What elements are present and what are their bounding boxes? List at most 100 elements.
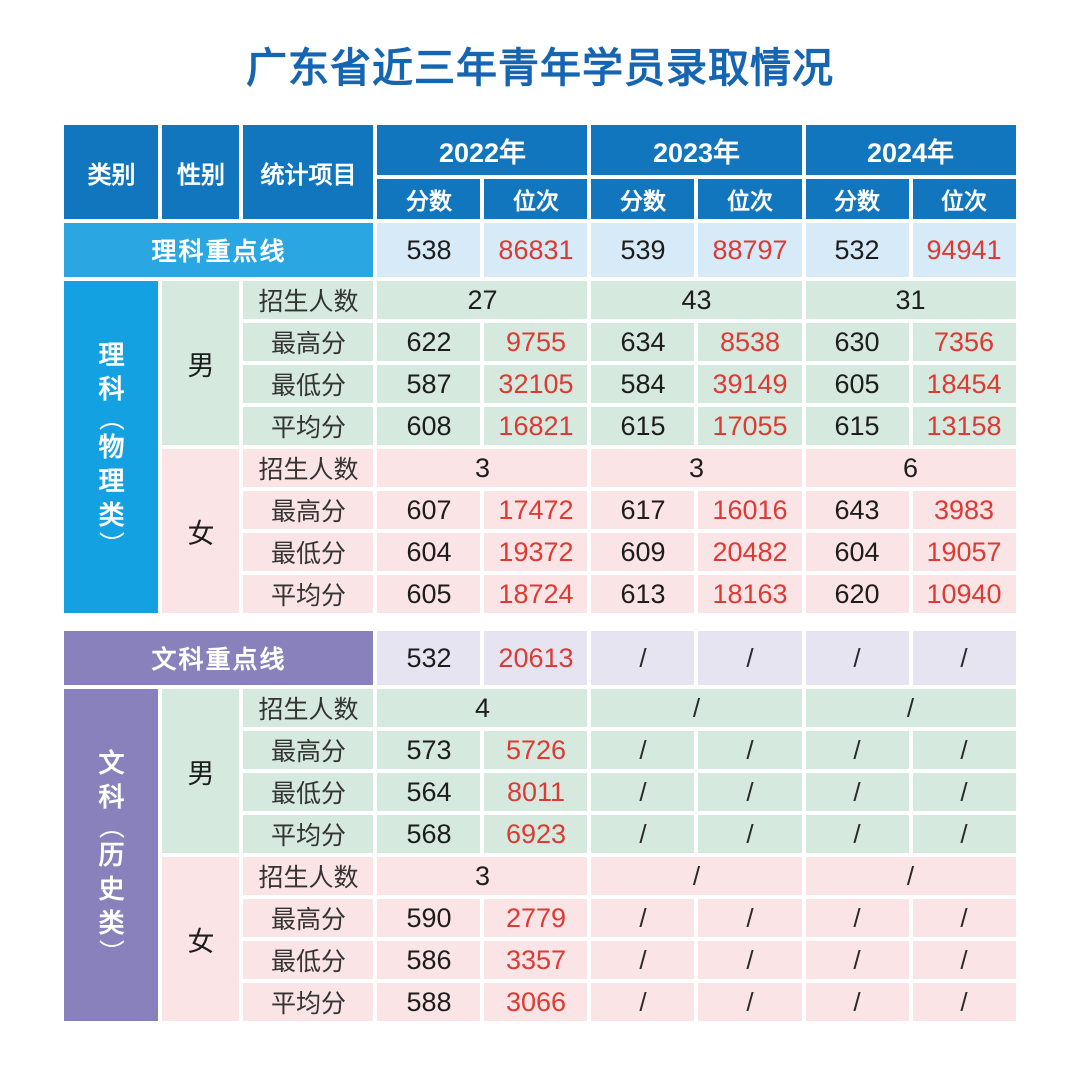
rank-cell: 13158 [912, 407, 1016, 446]
score-cell: 620 [805, 575, 909, 614]
empty-cell: / [591, 899, 695, 938]
empty-cell: / [912, 631, 1016, 686]
table-row: 平均分 605 18724 613 18163 620 10940 [64, 575, 1016, 614]
table-row: 最低分 587 32105 584 39149 605 18454 [64, 365, 1016, 404]
arts-category-vertical-text: 文科（历史类） [96, 748, 127, 966]
table-row: 最高分 622 9755 634 8538 630 7356 [64, 323, 1016, 362]
rank-cell: 2779 [484, 899, 588, 938]
rank-cell: 39149 [698, 365, 802, 404]
score-cell: 609 [591, 533, 695, 572]
rank-cell: 18454 [912, 365, 1016, 404]
rank-cell: 3983 [912, 491, 1016, 530]
rank-cell: 7356 [912, 323, 1016, 362]
empty-cell: / [805, 631, 909, 686]
header-category: 类别 [64, 125, 159, 220]
score-cell: 608 [377, 407, 481, 446]
rank-cell: 19057 [912, 533, 1016, 572]
rank-cell: 17055 [698, 407, 802, 446]
empty-cell: / [912, 983, 1016, 1022]
arts-keyline-row: 文科重点线 532 20613 / / / / [64, 631, 1016, 686]
empty-cell: / [912, 773, 1016, 812]
empty-cell: / [912, 941, 1016, 980]
score-cell: 634 [591, 323, 695, 362]
science-keyline-row: 理科重点线 538 86831 539 88797 532 94941 [64, 223, 1016, 278]
enrollment-cell: 43 [591, 281, 802, 320]
rank-cell: 20613 [484, 631, 588, 686]
stat-label: 最低分 [243, 941, 374, 980]
enrollment-cell: 27 [377, 281, 588, 320]
score-cell: 605 [377, 575, 481, 614]
rank-cell: 6923 [484, 815, 588, 854]
header-year-2022: 2022年 [377, 125, 588, 176]
score-cell: 604 [805, 533, 909, 572]
empty-cell: / [591, 983, 695, 1022]
empty-cell: / [698, 631, 802, 686]
header-rank: 位次 [912, 179, 1016, 220]
enrollment-cell: 3 [377, 857, 588, 896]
gender-cell-female: 女 [162, 857, 240, 1022]
rank-cell: 5726 [484, 731, 588, 770]
empty-cell: / [805, 815, 909, 854]
header-year-2023: 2023年 [591, 125, 802, 176]
table-row: 平均分 568 6923 / / / / [64, 815, 1016, 854]
rank-cell: 8538 [698, 323, 802, 362]
empty-cell: / [698, 983, 802, 1022]
stat-label: 招生人数 [243, 689, 374, 728]
score-cell: 615 [591, 407, 695, 446]
arts-category-cell: 文科（历史类） [64, 689, 159, 1022]
table-row: 最低分 564 8011 / / / / [64, 773, 1016, 812]
score-cell: 622 [377, 323, 481, 362]
stat-label: 招生人数 [243, 449, 374, 488]
stat-label: 最高分 [243, 323, 374, 362]
rank-cell: 20482 [698, 533, 802, 572]
enrollment-cell: 31 [805, 281, 1016, 320]
header-score: 分数 [377, 179, 481, 220]
rank-cell: 18163 [698, 575, 802, 614]
enrollment-cell: 4 [377, 689, 588, 728]
score-cell: 584 [591, 365, 695, 404]
empty-cell: / [698, 773, 802, 812]
score-cell: 615 [805, 407, 909, 446]
empty-cell: / [698, 815, 802, 854]
table-row: 最低分 604 19372 609 20482 604 19057 [64, 533, 1016, 572]
rank-cell: 8011 [484, 773, 588, 812]
stat-label: 最高分 [243, 491, 374, 530]
table-gap [64, 617, 1015, 627]
empty-cell: / [805, 983, 909, 1022]
table-row: 最高分 607 17472 617 16016 643 3983 [64, 491, 1016, 530]
stat-label: 平均分 [243, 575, 374, 614]
score-cell: 538 [377, 223, 481, 278]
rank-cell: 19372 [484, 533, 588, 572]
score-cell: 607 [377, 491, 481, 530]
table-row: 理科（物理类） 男 招生人数 27 43 31 [64, 281, 1016, 614]
rank-cell: 86831 [484, 223, 588, 278]
empty-cell: / [805, 899, 909, 938]
stat-label: 最高分 [243, 899, 374, 938]
rank-cell: 94941 [912, 223, 1016, 278]
header-score: 分数 [805, 179, 909, 220]
empty-cell: / [805, 773, 909, 812]
header-score: 分数 [591, 179, 695, 220]
empty-cell: / [591, 941, 695, 980]
empty-cell: / [805, 731, 909, 770]
header-rank: 位次 [698, 179, 802, 220]
empty-cell: / [912, 899, 1016, 938]
empty-cell: / [591, 773, 695, 812]
score-cell: 564 [377, 773, 481, 812]
score-cell: 532 [805, 223, 909, 278]
stat-label: 最低分 [243, 365, 374, 404]
empty-cell: / [698, 941, 802, 980]
score-cell: 586 [377, 941, 481, 980]
arts-keyline-label: 文科重点线 [64, 631, 374, 686]
score-cell: 587 [377, 365, 481, 404]
empty-cell: / [698, 731, 802, 770]
score-cell: 630 [805, 323, 909, 362]
empty-cell: / [698, 899, 802, 938]
table-row: 女 招生人数 3 3 6 [64, 449, 1016, 614]
rank-cell: 10940 [912, 575, 1016, 614]
score-cell: 573 [377, 731, 481, 770]
rank-cell: 16016 [698, 491, 802, 530]
score-cell: 532 [377, 631, 481, 686]
table-row: 平均分 588 3066 / / / / [64, 983, 1016, 1022]
